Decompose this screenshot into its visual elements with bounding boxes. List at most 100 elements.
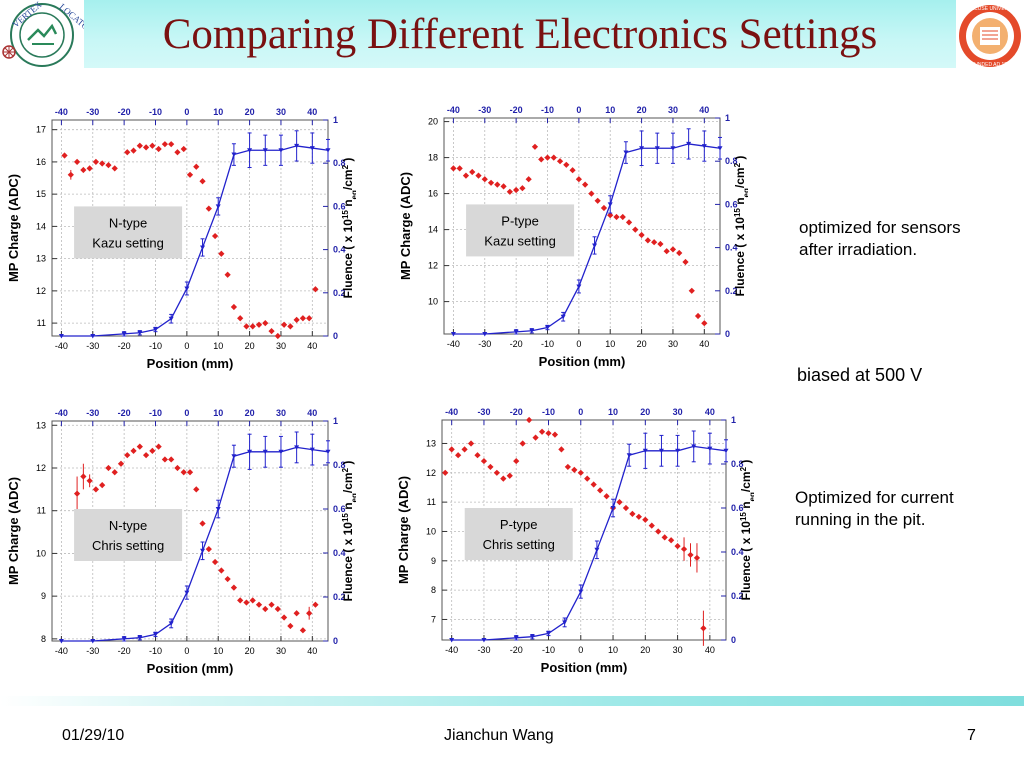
footer-page-number: 7 — [967, 727, 976, 744]
y2-tick-label: 0 — [725, 329, 730, 339]
charge-point — [500, 183, 507, 190]
fluence-point — [200, 548, 206, 554]
y2-axis-label-part: 15 — [341, 210, 350, 219]
y2-tick-label: 0.2 — [333, 592, 346, 602]
y2-axis-label-part: ) — [341, 461, 355, 468]
x-top-tick-label: 10 — [605, 105, 615, 115]
x-top-tick-label: -30 — [86, 408, 99, 418]
x-top-tick-label: -20 — [118, 408, 131, 418]
note-current: Optimized for current running in the pit… — [795, 487, 954, 531]
setting-label-line1: P-type — [501, 213, 539, 228]
y2-axis-label: Fluence ( x 1015 neq/cm2 ) — [341, 158, 357, 299]
x-top-tick-label: 20 — [245, 107, 255, 117]
y2-tick-label: 0.4 — [731, 547, 744, 557]
y-tick-label: 11 — [427, 497, 436, 507]
x-top-tick-label: -10 — [149, 408, 162, 418]
charge-point — [174, 464, 181, 472]
x-tick-label: -30 — [477, 645, 490, 655]
fluence-point — [215, 204, 221, 209]
fluence-point — [262, 148, 268, 153]
chart-ntype-chris: -40-40-30-30-20-20-10-100010102020303040… — [6, 408, 356, 676]
x-tick-label: -10 — [149, 646, 162, 656]
x-top-tick-label: -10 — [149, 107, 162, 117]
x-top-tick-label: 0 — [184, 408, 189, 418]
x-top-tick-label: -10 — [542, 407, 555, 417]
note-sensors: optimized for sensors after irradiation. — [799, 217, 961, 261]
charge-point — [67, 171, 74, 178]
title-bar: Comparing Different Electronics Settings — [84, 0, 956, 68]
y-tick-label: 10 — [36, 548, 46, 558]
fluence-point — [449, 638, 455, 643]
charge-point — [299, 315, 307, 322]
y-tick-label: 10 — [426, 526, 436, 536]
x-tick-label: -40 — [55, 646, 68, 656]
footer-rule — [0, 696, 1024, 706]
y2-axis-label: Fluence ( x 1015 neq/cm2 ) — [739, 460, 755, 601]
y-tick-label: 12 — [36, 286, 46, 296]
y-tick-label: 11 — [37, 506, 46, 516]
charge-point — [61, 152, 68, 159]
x-axis-label: Position (mm) — [539, 354, 626, 369]
x-tick-label: 0 — [576, 339, 581, 349]
x-tick-label: 10 — [605, 339, 615, 349]
fluence-point — [717, 146, 723, 151]
setting-label-box — [74, 509, 183, 561]
x-tick-label: 10 — [608, 645, 618, 655]
x-top-tick-label: -40 — [55, 408, 68, 418]
x-top-tick-label: -20 — [118, 107, 131, 117]
y-tick-label: 8 — [41, 634, 46, 644]
y2-tick-label: 0.4 — [333, 245, 346, 255]
setting-label-box — [74, 206, 183, 259]
fluence-point — [610, 506, 616, 511]
x-top-tick-label: -40 — [55, 107, 68, 117]
x-top-tick-label: 0 — [184, 107, 189, 117]
y-tick-label: 13 — [36, 254, 46, 264]
fluence-point — [545, 325, 550, 331]
x-tick-label: 30 — [673, 645, 683, 655]
fluence-point — [723, 448, 729, 454]
x-tick-label: 40 — [307, 341, 317, 351]
y-axis-label: MP Charge (ADC) — [6, 174, 21, 282]
x-tick-label: -20 — [510, 339, 523, 349]
y2-axis-label-part: /cm — [739, 471, 753, 492]
x-tick-label: 0 — [184, 341, 189, 351]
charge-point — [92, 158, 100, 166]
x-axis-label: Position (mm) — [147, 661, 234, 676]
y-tick-label: 14 — [36, 221, 46, 231]
fluence-point — [626, 453, 632, 458]
charge-point — [306, 610, 313, 617]
fluence-point — [594, 547, 600, 553]
charge-point — [532, 434, 539, 441]
charge-point — [306, 315, 313, 322]
fluence-point — [623, 150, 629, 156]
charge-point — [230, 303, 238, 311]
x-tick-label: 20 — [637, 339, 647, 349]
x-tick-label: 40 — [705, 645, 715, 655]
fluence-point — [658, 448, 664, 454]
x-top-tick-label: 40 — [699, 105, 709, 115]
y-tick-label: 9 — [431, 556, 436, 566]
y2-tick-label: 0.4 — [333, 548, 346, 558]
charge-point — [205, 205, 212, 212]
y-tick-label: 12 — [428, 261, 438, 271]
x-tick-label: 10 — [213, 341, 223, 351]
x-tick-label: 0 — [184, 646, 189, 656]
charge-point — [111, 165, 118, 172]
x-axis-label: Position (mm) — [147, 356, 234, 371]
charge-point — [218, 250, 225, 257]
charge-point — [130, 147, 137, 154]
charge-point — [73, 158, 81, 166]
fluence-point — [153, 327, 158, 333]
fluence-point — [168, 621, 174, 626]
y2-tick-label: 0.2 — [731, 591, 744, 601]
y2-axis-label-part: ) — [341, 158, 355, 165]
charge-point — [237, 315, 244, 322]
y-tick-label: 20 — [428, 117, 438, 127]
y-tick-label: 11 — [37, 318, 46, 328]
x-top-tick-label: 10 — [608, 407, 618, 417]
setting-label-line2: Chris setting — [483, 537, 555, 552]
y2-tick-label: 1 — [333, 416, 338, 426]
fluence-point — [90, 639, 96, 644]
setting-label-line2: Kazu setting — [92, 235, 164, 250]
y2-tick-label: 0.8 — [725, 156, 738, 166]
